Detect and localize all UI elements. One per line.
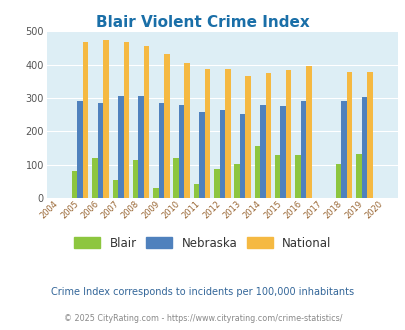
Bar	[280, 106, 285, 198]
Bar	[112, 180, 118, 198]
Bar	[118, 96, 123, 198]
Bar	[173, 158, 179, 198]
Bar	[158, 103, 164, 198]
Bar	[143, 46, 149, 198]
Bar	[219, 110, 224, 198]
Bar	[254, 146, 260, 198]
Bar	[274, 155, 280, 198]
Text: © 2025 CityRating.com - https://www.cityrating.com/crime-statistics/: © 2025 CityRating.com - https://www.city…	[64, 314, 341, 323]
Bar	[184, 63, 190, 198]
Bar	[361, 97, 366, 198]
Bar	[245, 76, 250, 198]
Bar	[305, 66, 311, 198]
Bar	[98, 103, 103, 198]
Bar	[346, 72, 352, 198]
Bar	[285, 70, 291, 198]
Bar	[77, 101, 83, 198]
Bar	[103, 40, 109, 198]
Bar	[92, 158, 98, 198]
Bar	[153, 188, 158, 198]
Bar	[72, 171, 77, 198]
Bar	[193, 184, 199, 198]
Bar	[294, 155, 300, 198]
Bar	[199, 112, 204, 198]
Bar	[83, 42, 88, 198]
Bar	[355, 154, 361, 198]
Bar	[366, 72, 372, 198]
Bar	[260, 105, 265, 198]
Bar	[164, 54, 169, 198]
Bar	[179, 105, 184, 198]
Bar	[341, 101, 346, 198]
Bar	[335, 164, 341, 198]
Bar	[204, 69, 210, 198]
Bar	[132, 160, 138, 198]
Text: Crime Index corresponds to incidents per 100,000 inhabitants: Crime Index corresponds to incidents per…	[51, 287, 354, 297]
Bar	[300, 101, 305, 198]
Bar	[234, 164, 239, 198]
Bar	[138, 96, 143, 198]
Bar	[213, 169, 219, 198]
Bar	[123, 42, 129, 198]
Bar	[239, 114, 245, 198]
Legend: Blair, Nebraska, National: Blair, Nebraska, National	[70, 233, 335, 253]
Bar	[224, 69, 230, 198]
Text: Blair Violent Crime Index: Blair Violent Crime Index	[96, 15, 309, 30]
Bar	[265, 73, 271, 198]
